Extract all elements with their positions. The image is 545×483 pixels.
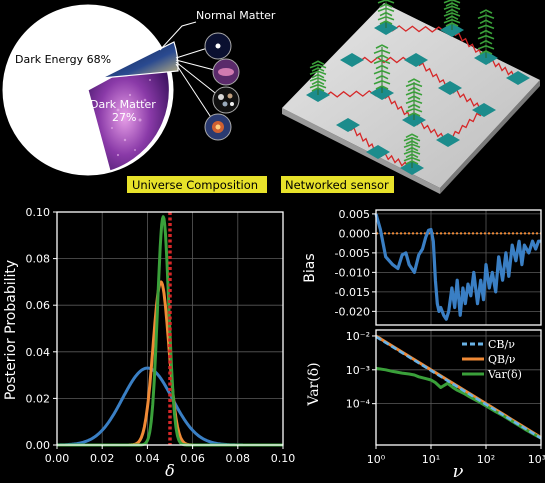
bias-series-0 — [374, 213, 541, 321]
sensor-nodes — [306, 0, 530, 175]
normal-matter-label: Normal Matter 5% — [196, 9, 296, 22]
sensor-plate — [282, 3, 540, 188]
posterior-series — [56, 212, 284, 447]
sensor-antenna — [377, 0, 395, 25]
variance-axes — [375, 329, 542, 446]
dark-matter-texture — [111, 79, 151, 157]
variance-legend: CB/ν QB/ν Var(δ) — [462, 338, 522, 381]
sensor-link — [351, 56, 417, 64]
sensor-link — [451, 29, 487, 59]
normal-matter-thumbnails — [204, 32, 240, 141]
posterior-tick-label-y: 0.04 — [26, 346, 51, 359]
bias-tick-label-y: -0.005 — [335, 247, 370, 260]
posterior-tick-label-y: 0.00 — [26, 439, 51, 452]
bias-tick-label-y: 0.000 — [339, 227, 371, 240]
universe-caption-box — [127, 176, 267, 193]
sensor-antenna — [443, 0, 461, 27]
dark-matter-label: Dark Matter — [90, 98, 156, 111]
sensor-pad — [340, 53, 364, 67]
variance-tick-label-y: 10⁻³ — [346, 364, 370, 377]
variance-legend-label: CB/ν — [488, 338, 515, 351]
variance-xlabel: ν — [453, 461, 464, 482]
sensor-pad — [366, 145, 390, 159]
variance-tick-label-y: 10⁻⁴ — [346, 398, 371, 411]
sensor-plate-edge — [282, 108, 440, 194]
sensor-link — [415, 59, 451, 89]
posterior-axes — [56, 211, 284, 446]
variance-tick-label-x: 10⁰ — [367, 453, 386, 466]
sensor-caption-box — [281, 176, 394, 193]
variance-chart: Var(δ) 10⁰ 10¹ 10² 10³ 10⁻² 10⁻³ 10⁻⁴ CB/ν QB/ν… — [306, 329, 545, 482]
bias-ylabel: Bias — [302, 253, 318, 282]
dark-energy-label: Dark Energy 68% — [15, 53, 111, 66]
bias-tick-label-y: -0.020 — [335, 305, 370, 318]
bias-tick-label-y: 0.005 — [339, 208, 371, 221]
variance-series-2 — [375, 366, 542, 440]
posterior-ylabel: Posterior Probability — [3, 260, 19, 400]
sensor-antenna — [373, 44, 391, 90]
variance-tick-label-x: 10² — [477, 453, 495, 466]
variance-series — [375, 334, 542, 440]
variance-tick-label-x: 10³ — [528, 453, 545, 466]
posterior-tick-label-x: 0.06 — [180, 452, 205, 465]
bias-ticks: 0.005 0.000 -0.005 -0.010 -0.015 -0.020 — [335, 208, 376, 318]
sensor-pad — [506, 71, 530, 85]
dark-matter-pct: 27% — [112, 111, 136, 124]
bias-axes — [375, 209, 542, 326]
bias-series — [374, 213, 541, 321]
variance-legend-label: Var(δ) — [487, 368, 522, 381]
posterior-tick-label-x: 0.04 — [135, 452, 160, 465]
sensor-caption: Networked sensor — [285, 178, 389, 192]
posterior-tick-label-y: 0.02 — [26, 392, 51, 405]
universe-caption: Universe Composition — [132, 178, 258, 192]
variance-ylabel: Var(δ) — [306, 362, 322, 406]
sensor-pad — [472, 103, 496, 117]
universe-panel: Dark Energy 68% Dark Matter 27% Normal M… — [0, 0, 296, 195]
sensor-pad — [436, 133, 460, 147]
sensor-pad — [404, 53, 428, 67]
bias-tick-label-y: -0.010 — [335, 266, 370, 279]
bias-chart: Bias 0.005 0.000 -0.005 -0.010 -0.015 -0.020 — [302, 208, 542, 326]
posterior-xlabel: δ — [165, 461, 175, 480]
variance-tick-label-x: 10¹ — [422, 453, 440, 466]
sensor-antenna — [405, 78, 423, 117]
sensor-pad — [438, 81, 462, 95]
sensor-pad — [336, 118, 360, 132]
posterior-tick-label-x: 0.00 — [45, 452, 70, 465]
posterior-ticks: 0.00 0.02 0.04 0.06 0.08 0.10 0.00 0.02 0.04 0.06… — [26, 206, 296, 465]
normal-matter-slice — [101, 41, 179, 79]
posterior-tick-label-x: 0.02 — [90, 452, 115, 465]
variance-tick-label-y: 10⁻² — [346, 330, 370, 343]
sensor-panel: Networked sensor — [279, 0, 545, 195]
posterior-tick-label-y: 0.10 — [26, 206, 51, 219]
posterior-chart: Posterior Probability 0.00 0.02 0.04 0.06 0.… — [3, 206, 295, 480]
variance-ticks: 10⁰ 10¹ 10² 10³ 10⁻² 10⁻³ 10⁻⁴ — [346, 330, 545, 466]
sensor-antenna — [309, 60, 327, 92]
sensor-antenna — [477, 9, 495, 55]
variance-legend-label: QB/ν — [488, 353, 516, 366]
bias-tick-label-y: -0.015 — [335, 286, 370, 299]
posterior-tick-label-x: 0.08 — [226, 452, 251, 465]
posterior-tick-label-y: 0.08 — [26, 253, 51, 266]
sensor-antenna — [403, 133, 421, 165]
posterior-tick-label-y: 0.06 — [26, 299, 51, 312]
sensor-link — [447, 107, 485, 141]
posterior-tick-label-x: 0.10 — [271, 452, 296, 465]
variance-series-0 — [375, 335, 542, 440]
